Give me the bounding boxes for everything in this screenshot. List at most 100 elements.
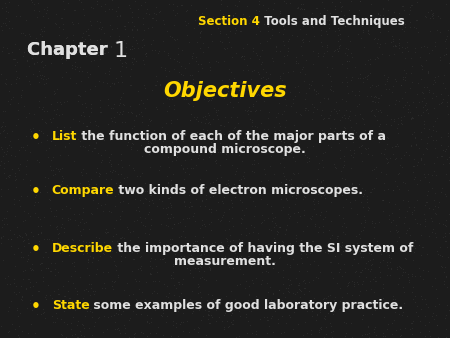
Point: [184, 32, 191, 38]
Point: [418, 252, 425, 258]
Point: [186, 117, 194, 122]
Point: [80, 325, 87, 331]
Point: [252, 328, 259, 334]
Point: [351, 281, 358, 286]
Point: [302, 280, 309, 286]
Point: [377, 127, 384, 132]
Point: [375, 95, 382, 100]
Point: [81, 145, 88, 150]
Point: [315, 327, 322, 333]
Point: [299, 39, 306, 44]
Point: [442, 217, 450, 223]
Point: [246, 16, 253, 22]
Point: [408, 325, 415, 331]
Point: [319, 296, 326, 302]
Point: [194, 284, 202, 289]
Point: [185, 60, 193, 65]
Point: [352, 268, 360, 274]
Point: [167, 204, 174, 209]
Point: [239, 139, 247, 145]
Point: [78, 217, 86, 222]
Point: [68, 332, 76, 338]
Point: [156, 196, 163, 202]
Point: [309, 10, 316, 16]
Point: [19, 298, 26, 303]
Point: [434, 73, 441, 78]
Point: [189, 73, 196, 78]
Point: [10, 276, 18, 282]
Point: [177, 290, 184, 295]
Point: [182, 128, 189, 133]
Point: [398, 118, 405, 123]
Point: [440, 72, 447, 78]
Point: [246, 116, 253, 122]
Point: [158, 313, 166, 319]
Point: [235, 177, 243, 183]
Point: [99, 250, 106, 255]
Point: [280, 53, 288, 58]
Point: [38, 260, 45, 266]
Point: [391, 178, 398, 184]
Point: [245, 14, 252, 19]
Point: [140, 330, 147, 335]
Point: [64, 52, 72, 57]
Point: [161, 149, 168, 155]
Point: [290, 154, 297, 160]
Point: [279, 240, 286, 245]
Point: [95, 170, 102, 176]
Point: [54, 231, 62, 237]
Point: [164, 204, 171, 210]
Point: [181, 203, 189, 209]
Point: [33, 131, 40, 137]
Point: [128, 27, 135, 32]
Point: [225, 17, 232, 23]
Point: [198, 217, 206, 223]
Point: [331, 254, 338, 259]
Point: [368, 262, 375, 267]
Point: [200, 276, 207, 281]
Point: [147, 149, 154, 154]
Point: [53, 214, 60, 219]
Point: [341, 319, 348, 324]
Point: [231, 296, 238, 301]
Point: [145, 198, 152, 204]
Point: [207, 68, 214, 73]
Point: [256, 53, 264, 58]
Point: [340, 164, 347, 170]
Point: [300, 285, 307, 291]
Point: [403, 100, 410, 105]
Point: [7, 97, 14, 102]
Point: [211, 87, 218, 92]
Text: •: •: [31, 299, 41, 314]
Point: [391, 19, 398, 25]
Point: [86, 308, 94, 314]
Point: [73, 322, 81, 328]
Point: [107, 158, 114, 163]
Point: [68, 327, 75, 332]
Point: [292, 275, 299, 280]
Point: [263, 314, 270, 319]
Point: [174, 220, 181, 225]
Point: [17, 296, 24, 301]
Point: [20, 208, 27, 214]
Point: [164, 50, 171, 55]
Point: [36, 68, 43, 74]
Point: [88, 148, 95, 153]
Point: [172, 246, 179, 251]
Point: [55, 246, 63, 251]
Point: [388, 33, 396, 38]
Point: [279, 267, 287, 272]
Point: [124, 248, 131, 254]
Point: [115, 79, 122, 84]
Point: [141, 242, 149, 247]
Point: [341, 333, 348, 338]
Point: [162, 66, 169, 71]
Point: [360, 192, 368, 197]
Point: [121, 26, 128, 32]
Point: [328, 108, 335, 113]
Point: [182, 132, 189, 138]
Point: [73, 335, 81, 338]
Point: [45, 145, 53, 151]
Point: [320, 115, 328, 121]
Point: [88, 4, 95, 9]
